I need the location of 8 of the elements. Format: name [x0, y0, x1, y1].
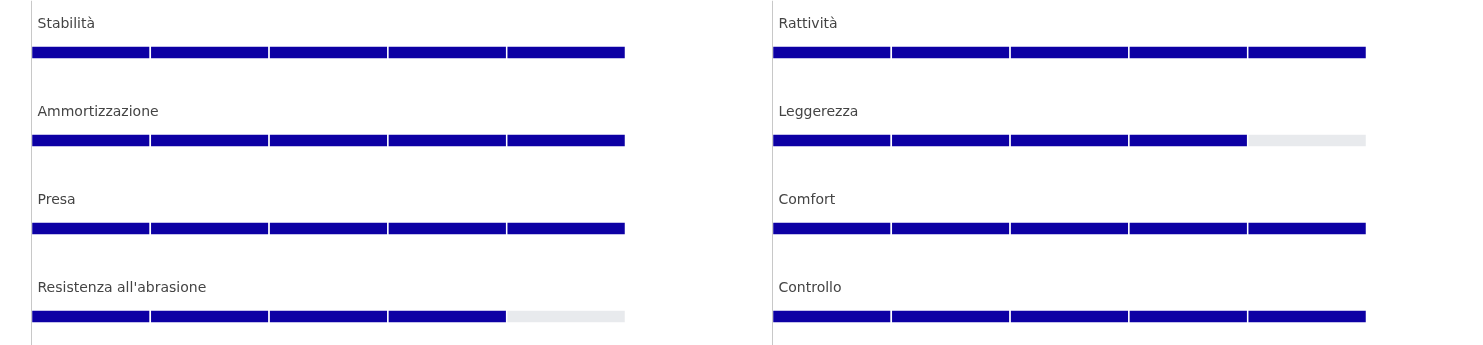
y-tick-label: Comfort — [778, 190, 836, 207]
y-tick-label: Stabilità — [37, 14, 96, 31]
y-tick-label: Ammortizzazione — [37, 102, 159, 119]
y-tick-label: Rattività — [778, 14, 838, 31]
y-tick-label: Leggerezza — [778, 102, 859, 119]
y-tick-label: Resistenza all'abrasione — [37, 278, 207, 295]
y-tick-label: Controllo — [778, 278, 842, 295]
y-tick-label: Presa — [37, 190, 76, 207]
